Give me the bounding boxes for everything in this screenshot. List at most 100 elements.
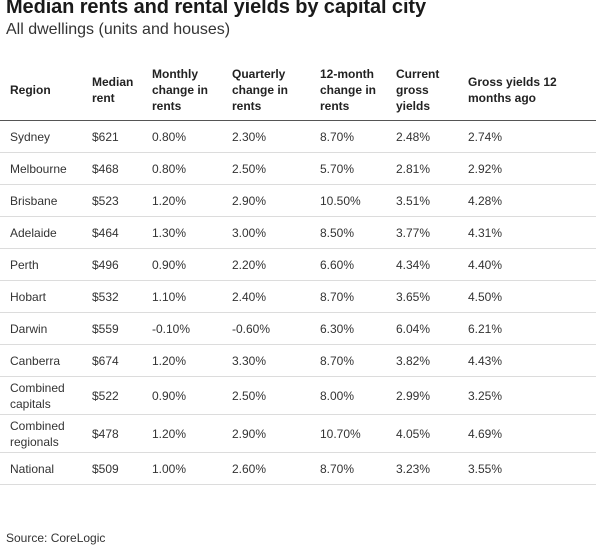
table-row: Combined capitals $522 0.90% 2.50% 8.00% 2.99… [0,376,596,415]
column-header-current-gross-yields: Current gross yields [396,60,468,121]
cell-gross-yields-12-months-ago: 4.40% [468,248,596,281]
cell-12-month-change: 10.70% [320,414,396,453]
chart-subtitle: All dwellings (units and houses) [6,21,231,38]
cell-region: Darwin [0,312,92,345]
cell-gross-yields-12-months-ago: 4.50% [468,280,596,313]
cell-monthly-change: 1.30% [152,216,232,249]
cell-region: Hobart [0,280,92,313]
cell-quarterly-change: 2.50% [232,152,320,185]
column-header-gross-yields-12-months-ago: Gross yields 12 months ago [468,60,596,121]
cell-monthly-change: 1.00% [152,452,232,485]
column-header-median-rent: Median rent [92,60,152,121]
cell-quarterly-change: 2.60% [232,452,320,485]
cell-median-rent: $509 [92,452,152,485]
cell-quarterly-change: 3.30% [232,344,320,377]
cell-gross-yields-12-months-ago: 2.74% [468,120,596,153]
cell-monthly-change: 1.10% [152,280,232,313]
cell-quarterly-change: 2.90% [232,184,320,217]
column-header-monthly-change: Monthly change in rents [152,60,232,121]
cell-median-rent: $478 [92,414,152,453]
table-row: Canberra $674 1.20% 3.30% 8.70% 3.82% 4.43% [0,344,596,377]
table-body: Sydney $621 0.80% 2.30% 8.70% 2.48% 2.74% Melbo… [0,120,596,485]
cell-monthly-change: -0.10% [152,312,232,345]
cell-monthly-change: 1.20% [152,184,232,217]
cell-region: Combined capitals [0,376,92,415]
cell-12-month-change: 10.50% [320,184,396,217]
table-row: Sydney $621 0.80% 2.30% 8.70% 2.48% 2.74% [0,120,596,153]
cell-current-gross-yields: 3.23% [396,452,468,485]
cell-current-gross-yields: 3.65% [396,280,468,313]
chart-title: Median rents and rental yields by capita… [6,0,426,18]
table-row: Hobart $532 1.10% 2.40% 8.70% 3.65% 4.50% [0,280,596,313]
cell-12-month-change: 8.50% [320,216,396,249]
cell-median-rent: $621 [92,120,152,153]
cell-median-rent: $496 [92,248,152,281]
cell-quarterly-change: 2.30% [232,120,320,153]
cell-12-month-change: 8.70% [320,344,396,377]
cell-median-rent: $523 [92,184,152,217]
cell-monthly-change: 0.90% [152,376,232,415]
cell-region: Perth [0,248,92,281]
column-header-12-month-change: 12-month change in rents [320,60,396,121]
cell-quarterly-change: -0.60% [232,312,320,345]
cell-current-gross-yields: 3.77% [396,216,468,249]
cell-region: Melbourne [0,152,92,185]
cell-current-gross-yields: 4.05% [396,414,468,453]
cell-gross-yields-12-months-ago: 4.31% [468,216,596,249]
cell-monthly-change: 0.80% [152,152,232,185]
cell-current-gross-yields: 3.51% [396,184,468,217]
table-row: Adelaide $464 1.30% 3.00% 8.50% 3.77% 4.31% [0,216,596,249]
cell-monthly-change: 1.20% [152,344,232,377]
cell-12-month-change: 8.70% [320,452,396,485]
cell-quarterly-change: 2.50% [232,376,320,415]
cell-median-rent: $674 [92,344,152,377]
cell-12-month-change: 8.00% [320,376,396,415]
column-header-region: Region [0,60,92,121]
table-header-row: Region Median rent Monthly change in ren… [0,60,596,121]
cell-gross-yields-12-months-ago: 4.28% [468,184,596,217]
cell-current-gross-yields: 6.04% [396,312,468,345]
cell-quarterly-change: 3.00% [232,216,320,249]
cell-median-rent: $559 [92,312,152,345]
cell-monthly-change: 0.90% [152,248,232,281]
cell-median-rent: $522 [92,376,152,415]
cell-12-month-change: 6.60% [320,248,396,281]
cell-current-gross-yields: 2.81% [396,152,468,185]
cell-median-rent: $464 [92,216,152,249]
table-row: Darwin $559 -0.10% -0.60% 6.30% 6.04% 6.21% [0,312,596,345]
cell-region: Brisbane [0,184,92,217]
cell-current-gross-yields: 3.82% [396,344,468,377]
cell-gross-yields-12-months-ago: 4.69% [468,414,596,453]
cell-12-month-change: 8.70% [320,120,396,153]
cell-gross-yields-12-months-ago: 4.43% [468,344,596,377]
cell-12-month-change: 8.70% [320,280,396,313]
cell-current-gross-yields: 2.99% [396,376,468,415]
cell-median-rent: $468 [92,152,152,185]
cell-current-gross-yields: 4.34% [396,248,468,281]
cell-quarterly-change: 2.40% [232,280,320,313]
table-row: Melbourne $468 0.80% 2.50% 5.70% 2.81% 2.92% [0,152,596,185]
cell-monthly-change: 0.80% [152,120,232,153]
rent-table: Region Median rent Monthly change in ren… [0,60,596,485]
cell-12-month-change: 5.70% [320,152,396,185]
cell-gross-yields-12-months-ago: 2.92% [468,152,596,185]
cell-quarterly-change: 2.20% [232,248,320,281]
cell-gross-yields-12-months-ago: 6.21% [468,312,596,345]
cell-gross-yields-12-months-ago: 3.55% [468,452,596,485]
table-row: Brisbane $523 1.20% 2.90% 10.50% 3.51% 4.28% [0,184,596,217]
table-row: National $509 1.00% 2.60% 8.70% 3.23% 3.55% [0,452,596,485]
cell-region: Adelaide [0,216,92,249]
column-header-quarterly-change: Quarterly change in rents [232,60,320,121]
cell-quarterly-change: 2.90% [232,414,320,453]
cell-region: Canberra [0,344,92,377]
cell-12-month-change: 6.30% [320,312,396,345]
cell-current-gross-yields: 2.48% [396,120,468,153]
cell-region: Combined regionals [0,414,92,453]
cell-region: National [0,452,92,485]
cell-gross-yields-12-months-ago: 3.25% [468,376,596,415]
table-row: Combined regionals $478 1.20% 2.90% 10.70% 4.… [0,414,596,453]
cell-region: Sydney [0,120,92,153]
source-note: Source: CoreLogic [6,531,106,545]
cell-monthly-change: 1.20% [152,414,232,453]
cell-median-rent: $532 [92,280,152,313]
